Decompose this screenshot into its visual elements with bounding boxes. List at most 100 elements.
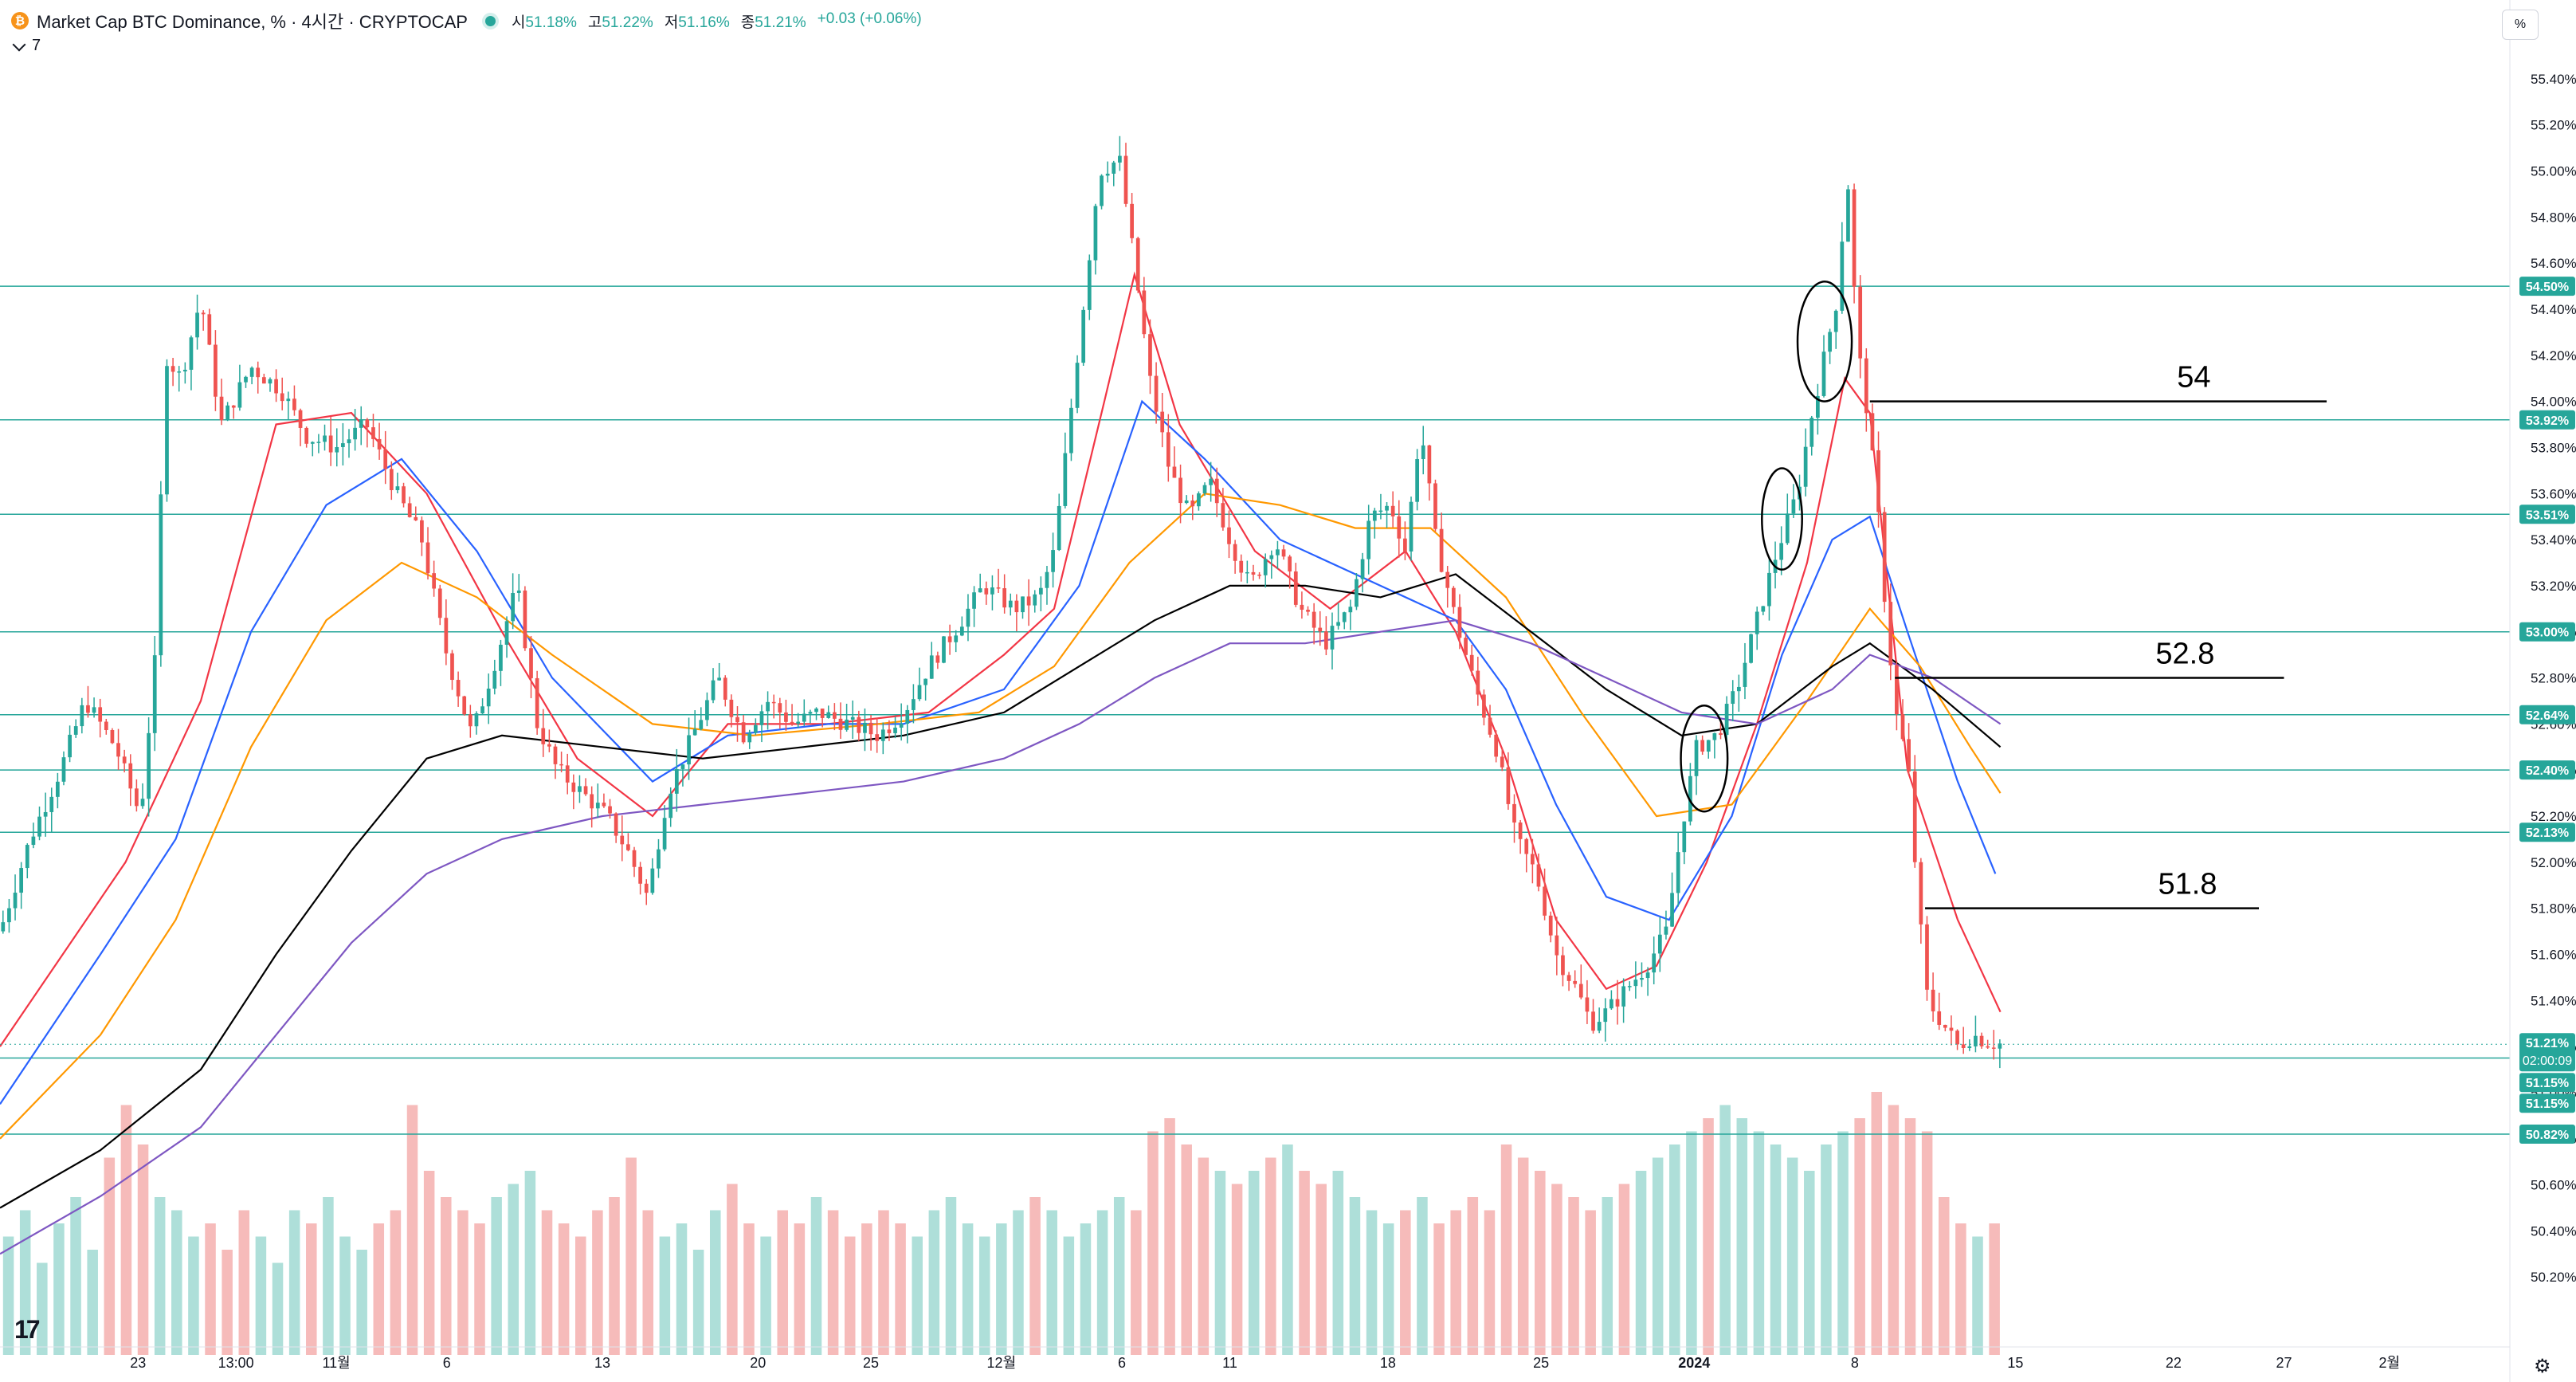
bitcoin-icon: ₿	[11, 12, 29, 29]
candle-body	[1184, 500, 1189, 504]
volume-bar	[19, 1210, 31, 1355]
volume-bar	[794, 1223, 806, 1355]
candle-body	[1779, 543, 1784, 560]
gear-icon[interactable]: ⚙	[2534, 1356, 2551, 1377]
candle-body	[1791, 499, 1796, 514]
price-level-label: 53.92%	[2526, 414, 2569, 428]
candle-body	[565, 765, 570, 783]
candle-body	[1840, 241, 1845, 311]
volume-bar	[625, 1157, 637, 1355]
volume-bar	[1282, 1144, 1293, 1355]
volume-bar	[1164, 1118, 1175, 1355]
candle-body	[1761, 606, 1766, 612]
candle-body	[456, 680, 461, 697]
volume-bar	[1618, 1184, 1630, 1355]
candle-body	[1014, 600, 1019, 613]
volume-bar	[238, 1210, 250, 1355]
moving-average-line	[0, 573, 2002, 1209]
candle-body	[1943, 1024, 1947, 1028]
candle-body	[1221, 503, 1225, 528]
low-label: 저	[664, 14, 679, 31]
candle-body	[1895, 665, 1899, 715]
candle-body	[1257, 574, 1261, 576]
volume-bar	[1770, 1144, 1782, 1355]
candle-body	[371, 427, 375, 439]
candle-body	[492, 670, 497, 689]
candle-body	[1731, 691, 1735, 705]
volume-bar	[1551, 1184, 1562, 1355]
candle-body	[1833, 310, 1838, 332]
indicators-toggle[interactable]: 7	[11, 37, 41, 55]
volume-bar	[1299, 1171, 1310, 1355]
candle-body	[875, 734, 880, 741]
candle-body	[7, 908, 11, 923]
candle-body	[1767, 572, 1771, 607]
time-tick-label: 11	[1222, 1355, 1237, 1371]
candle-body	[1512, 803, 1516, 823]
volume-bar	[642, 1210, 654, 1355]
candle-body	[929, 655, 934, 679]
candle-body	[1816, 395, 1820, 418]
volume-bar	[457, 1210, 469, 1355]
candle-body	[1445, 571, 1450, 588]
price-level-label-bg	[2519, 622, 2575, 642]
scale-unit-button[interactable]: %	[2502, 10, 2539, 40]
candle-body	[1355, 579, 1359, 607]
volume-bar	[373, 1223, 385, 1355]
price-level-label: 54.50%	[2526, 281, 2569, 294]
candle-body	[1112, 162, 1116, 174]
candle-body	[923, 678, 927, 685]
candle-body	[1524, 838, 1529, 854]
volume-bar	[1821, 1144, 1832, 1355]
candle-body	[462, 696, 467, 715]
symbol-title[interactable]: Market Cap BTC Dominance, % · 4시간 · CRYP…	[37, 12, 468, 32]
candle-body	[1870, 413, 1875, 451]
open-label: 시	[511, 14, 526, 31]
time-tick-label: 25	[863, 1355, 879, 1371]
candle-body	[1664, 926, 1668, 935]
price-level-label: 53.51%	[2526, 508, 2569, 522]
candle-body	[1736, 686, 1741, 692]
volume-bar	[1602, 1197, 1613, 1355]
candle-body	[1397, 516, 1402, 539]
volume-bar	[323, 1197, 334, 1355]
candle-body	[171, 366, 175, 372]
candles	[1, 135, 2002, 1069]
candle-body	[1548, 915, 1553, 936]
candle-body	[1312, 611, 1316, 628]
candle-body	[808, 712, 813, 714]
candle-body	[201, 312, 206, 315]
candle-body	[450, 653, 454, 681]
candle-body	[1081, 309, 1086, 363]
volume-bar	[1736, 1118, 1748, 1355]
candle-body	[43, 811, 48, 817]
circle-annotations	[1680, 281, 1853, 813]
candle-body	[1809, 418, 1814, 447]
candle-body	[1645, 972, 1650, 979]
candle-body	[741, 722, 746, 743]
volume-bar	[171, 1210, 182, 1355]
volume-bar	[441, 1197, 452, 1355]
candle-body	[92, 707, 96, 713]
candle-body	[1919, 862, 1923, 925]
candle-body	[1494, 734, 1499, 757]
volume-bar	[104, 1157, 116, 1355]
candle-body	[1123, 155, 1128, 204]
volume-bar	[1517, 1157, 1529, 1355]
candle-body	[583, 786, 588, 795]
candle-body	[784, 712, 788, 722]
tradingview-logo-icon[interactable]: 17	[14, 1315, 41, 1344]
volume-bar	[895, 1223, 906, 1355]
candle-body	[1627, 986, 1632, 987]
candle-body	[1555, 935, 1559, 956]
time-tick-label: 22	[2166, 1355, 2182, 1371]
candle-body	[687, 735, 691, 765]
candle-body	[1621, 986, 1625, 1007]
candle-body	[1967, 1046, 1972, 1048]
volume-bar	[423, 1171, 435, 1355]
candle-body	[1457, 607, 1462, 638]
volume-bar	[541, 1210, 553, 1355]
volume-bar	[692, 1250, 704, 1355]
candle-body	[80, 705, 84, 727]
